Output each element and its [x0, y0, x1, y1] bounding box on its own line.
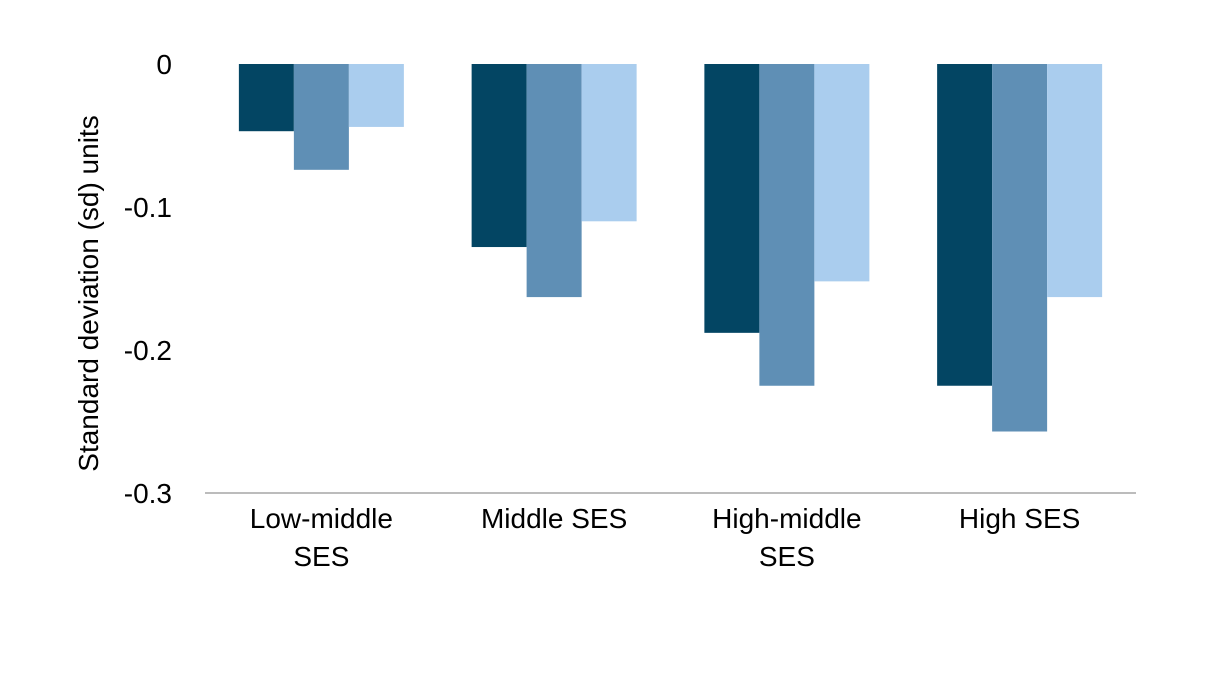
x-category-label-line: High SES [959, 503, 1080, 534]
bars-layer [238, 64, 1103, 432]
x-category-label: High SES [959, 503, 1080, 534]
y-tick-label: -0.1 [124, 192, 172, 223]
x-category-label: Middle SES [481, 503, 627, 534]
bar-series-3-category-2 [581, 64, 637, 222]
bar-series-2-category-4 [992, 64, 1048, 432]
bar-series-3-category-1 [348, 64, 404, 127]
bar-series-1-category-3 [704, 64, 760, 333]
bar-series-3-category-4 [1047, 64, 1103, 298]
x-category-label-line: SES [293, 541, 349, 572]
bar-series-2-category-3 [759, 64, 815, 386]
bar-series-1-category-4 [937, 64, 993, 386]
bar-series-2-category-2 [526, 64, 582, 298]
bar-series-3-category-3 [814, 64, 870, 282]
y-tick-label: -0.3 [124, 478, 172, 509]
y-tick-label: 0 [156, 49, 172, 80]
x-category-label-line: High-middle [712, 503, 861, 534]
x-category-label: High-middle SES [712, 503, 861, 572]
y-axis-title: Standard deviation (sd) units [73, 115, 104, 471]
x-category-label-line: SES [759, 541, 815, 572]
x-category-label-line: Middle SES [481, 503, 627, 534]
bar-series-1-category-2 [471, 64, 527, 248]
x-category-label-line: Low-middle [250, 503, 393, 534]
bar-series-2-category-1 [293, 64, 349, 170]
y-tick-label: -0.2 [124, 335, 172, 366]
x-category-label: Low-middle SES [250, 503, 393, 572]
bar-series-1-category-1 [238, 64, 294, 132]
y-axis-ticks: 0 -0.1 -0.2 -0.3 [124, 49, 172, 509]
